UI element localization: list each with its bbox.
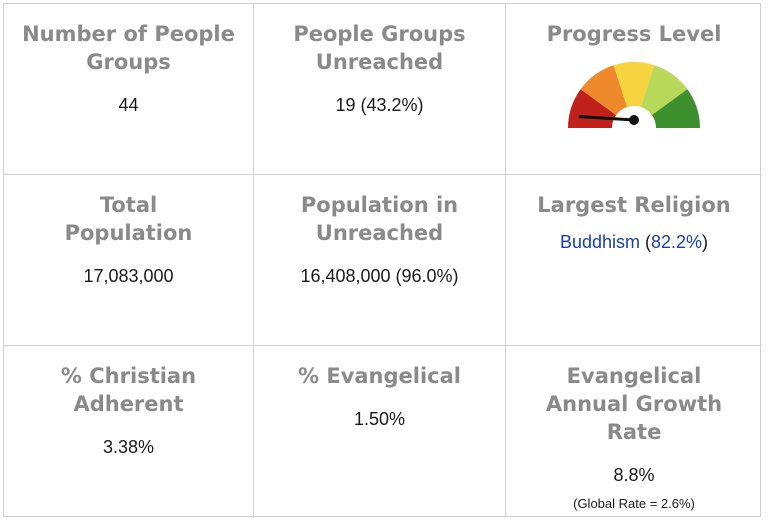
stat-cell-population-unreached: Population in Unreached 16,408,000 (96.0…	[254, 175, 506, 346]
stat-value: 19 (43.2%)	[335, 95, 424, 115]
gauge-segment	[613, 62, 655, 108]
paren-close: )	[702, 232, 709, 252]
stat-label: People Groups Unreached	[293, 22, 466, 74]
stat-value: 16,408,000 (96.0%)	[300, 266, 459, 286]
stat-label: Progress Level	[546, 22, 722, 46]
religion-percent: 82.2%	[651, 232, 703, 252]
gauge-segment	[580, 65, 628, 116]
progress-gauge	[568, 62, 700, 128]
stat-label: Number of People Groups	[22, 22, 235, 74]
gauge-hub	[629, 115, 639, 125]
stat-label: % Christian Adherent	[60, 364, 197, 416]
stat-value: 1.50%	[353, 409, 406, 429]
stat-value: 17,083,000	[83, 266, 174, 286]
stat-cell-evangelical: % Evangelical 1.50%	[254, 346, 506, 518]
paren-open: (	[645, 232, 651, 252]
gauge-needle	[578, 115, 636, 122]
stat-cell-largest-religion: Largest Religion Buddhism (82.2%)	[506, 175, 762, 346]
stat-label: Total Population	[64, 193, 193, 245]
stats-grid: Number of People Groups 44 People Groups…	[3, 3, 762, 518]
stat-label: Largest Religion	[537, 193, 731, 217]
stat-value: 8.8%	[613, 465, 655, 485]
stat-label: Population in Unreached	[300, 193, 459, 245]
gauge-segment	[640, 65, 688, 116]
stat-cell-people-groups: Number of People Groups 44	[4, 4, 254, 175]
stat-cell-total-population: Total Population 17,083,000	[4, 175, 254, 346]
stat-label: Evangelical Annual Growth Rate	[545, 364, 723, 444]
religion-value: Buddhism (82.2%)	[506, 231, 762, 253]
stat-label: % Evangelical	[298, 364, 461, 388]
stat-cell-growth-rate: Evangelical Annual Growth Rate 8.8% (Glo…	[506, 346, 762, 518]
stat-value: 3.38%	[102, 437, 155, 457]
gauge-segment	[651, 89, 700, 128]
religion-link[interactable]: Buddhism	[559, 232, 640, 252]
stat-value: 44	[118, 95, 139, 115]
stat-cell-progress-level: Progress Level	[506, 4, 762, 175]
stat-note: (Global Rate = 2.6%)	[573, 496, 695, 511]
stat-cell-unreached-groups: People Groups Unreached 19 (43.2%)	[254, 4, 506, 175]
stat-cell-christian-adherent: % Christian Adherent 3.38%	[4, 346, 254, 518]
